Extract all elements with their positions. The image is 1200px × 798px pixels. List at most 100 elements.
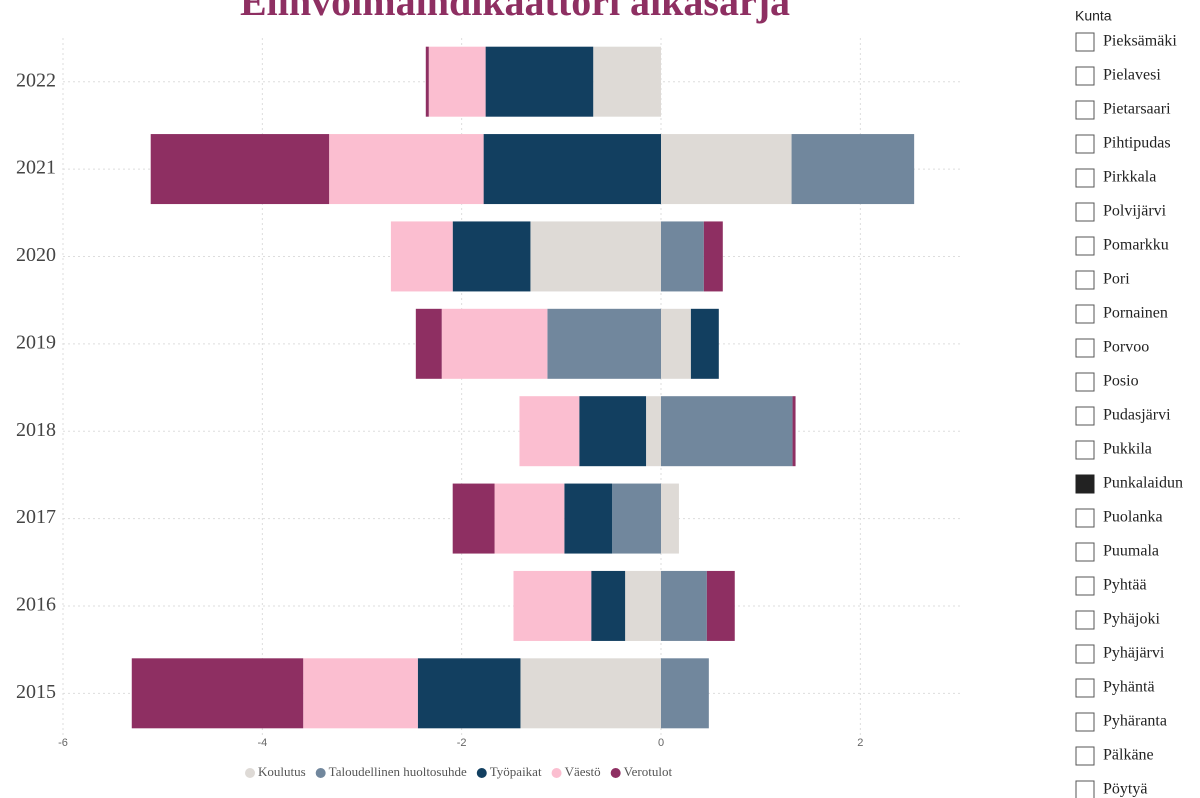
x-tick-label: 2	[857, 737, 863, 749]
legend-swatch	[476, 768, 487, 778]
slicer-item[interactable]: Puumala	[1103, 543, 1159, 560]
checkbox[interactable]	[1075, 712, 1095, 732]
checkbox[interactable]	[1075, 746, 1095, 766]
checkbox[interactable]	[1075, 372, 1095, 392]
checkbox[interactable]	[1075, 474, 1095, 494]
checkbox[interactable]	[1075, 576, 1095, 596]
bar-segment	[530, 221, 661, 292]
bar-segment	[150, 134, 330, 205]
y-tick-label: 2016	[16, 594, 56, 616]
bar-segment	[792, 396, 796, 467]
bar-segment	[131, 658, 304, 729]
slicer-item[interactable]: Posio	[1103, 373, 1139, 390]
slicer-item[interactable]: Pornainen	[1103, 305, 1168, 322]
checkbox[interactable]	[1075, 508, 1095, 528]
slicer-item[interactable]: Porvoo	[1103, 339, 1149, 356]
bar-segment	[303, 658, 418, 729]
slicer-item[interactable]: Pyhäjärvi	[1103, 645, 1165, 662]
bar-segment	[661, 396, 793, 467]
slicer-item[interactable]: Pyhäntä	[1103, 679, 1155, 696]
bar-segment	[452, 221, 531, 292]
y-tick-label: 2021	[16, 157, 56, 179]
bar-segment	[417, 658, 521, 729]
checkbox[interactable]	[1075, 644, 1095, 664]
checkbox[interactable]	[1075, 32, 1095, 52]
chart-title: Elinvoimaindikaattori aikasarja	[240, 0, 790, 24]
bar-segment	[425, 46, 429, 117]
slicer-item[interactable]: Pyhäranta	[1103, 713, 1167, 730]
y-tick-label: 2018	[16, 419, 56, 441]
x-tick-label: 0	[658, 737, 664, 749]
bar-segment	[494, 483, 565, 554]
x-tick-label: -6	[58, 737, 68, 749]
slicer-item[interactable]: Puolanka	[1103, 509, 1163, 526]
bar-segment	[428, 46, 486, 117]
bar-segment	[661, 483, 679, 554]
bar-segment	[661, 221, 704, 292]
bar-segment	[390, 221, 453, 292]
legend-swatch	[551, 768, 562, 778]
slicer-item[interactable]: Pirkkala	[1103, 169, 1156, 186]
checkbox[interactable]	[1075, 304, 1095, 324]
slicer-item[interactable]: Pietarsaari	[1103, 101, 1171, 118]
bar-segment	[661, 134, 792, 205]
checkbox[interactable]	[1075, 202, 1095, 222]
bar-segment	[485, 46, 594, 117]
slicer-item[interactable]: Pyhtää	[1103, 577, 1147, 594]
slicer-item[interactable]: Pyhäjoki	[1103, 611, 1160, 628]
bar-segment	[791, 134, 915, 205]
slicer-item[interactable]: Pihtipudas	[1103, 135, 1171, 152]
checkbox[interactable]	[1075, 542, 1095, 562]
legend-swatch	[610, 768, 621, 778]
slicer-item[interactable]: Pielavesi	[1103, 67, 1161, 84]
slicer-item[interactable]: Pudasjärvi	[1103, 407, 1171, 424]
checkbox[interactable]	[1075, 134, 1095, 154]
y-tick-label: 2015	[16, 681, 56, 703]
checkbox[interactable]	[1075, 780, 1095, 798]
checkbox[interactable]	[1075, 100, 1095, 120]
bar-segment	[441, 308, 548, 379]
checkbox[interactable]	[1075, 678, 1095, 698]
y-tick-label: 2022	[16, 69, 56, 91]
slicer-item[interactable]: Pieksämäki	[1103, 33, 1177, 50]
slicer-item[interactable]: Pöytyä	[1103, 781, 1147, 798]
bar-segment	[591, 570, 626, 641]
slicer-item[interactable]: Pälkäne	[1103, 747, 1154, 764]
bar-segment	[625, 570, 661, 641]
bar-segment	[513, 570, 592, 641]
bar-segment	[706, 570, 735, 641]
y-tick-label: 2017	[16, 506, 56, 528]
slicer-item[interactable]: Punkalaidun	[1103, 475, 1183, 492]
bar-segment	[661, 570, 707, 641]
bar-segment	[520, 658, 661, 729]
legend-swatch	[245, 768, 255, 778]
slicer-item[interactable]: Pomarkku	[1103, 237, 1169, 254]
checkbox[interactable]	[1075, 440, 1095, 460]
bar-segment	[415, 308, 442, 379]
bar-segment	[593, 46, 661, 117]
slicer-item[interactable]: Pori	[1103, 271, 1130, 288]
checkbox[interactable]	[1075, 66, 1095, 86]
checkbox[interactable]	[1075, 338, 1095, 358]
bar-segment	[646, 396, 661, 467]
bar-segment	[547, 308, 661, 379]
bar-segment	[329, 134, 484, 205]
slicer-item[interactable]: Pukkila	[1103, 441, 1152, 458]
checkbox[interactable]	[1075, 168, 1095, 188]
legend-swatch	[315, 768, 326, 778]
x-tick-label: -2	[457, 737, 467, 749]
checkbox[interactable]	[1075, 406, 1095, 426]
slicer-item[interactable]: Polvijärvi	[1103, 203, 1167, 220]
checkbox[interactable]	[1075, 236, 1095, 256]
legend-label: Koulutus	[258, 764, 306, 779]
slicer-title: Kunta	[1075, 8, 1112, 24]
checkbox[interactable]	[1075, 610, 1095, 630]
bar-segment	[483, 134, 661, 205]
bar-segment	[690, 308, 719, 379]
legend-label: Työpaikat	[490, 764, 542, 779]
bar-segment	[519, 396, 580, 467]
bar-segment	[661, 308, 691, 379]
checkbox[interactable]	[1075, 270, 1095, 290]
